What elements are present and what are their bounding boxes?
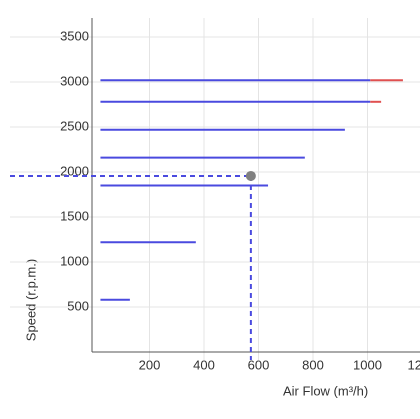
operating-point — [245, 170, 256, 181]
y-tick-label: 2500 — [60, 118, 89, 133]
x-tick-label: 800 — [302, 357, 324, 372]
x-tick-label: 600 — [248, 357, 270, 372]
x-axis-label: Air Flow (m³/h) — [283, 383, 368, 398]
y-tick-label: 1500 — [60, 208, 89, 223]
x-tick-label: 1000 — [353, 357, 382, 372]
x-tick-label: 1200 — [408, 357, 420, 372]
x-tick-label: 200 — [139, 357, 161, 372]
y-tick-label: 3000 — [60, 73, 89, 88]
y-axis-label: Speed (r.p.m.) — [23, 259, 38, 341]
y-tick-label: 2000 — [60, 163, 89, 178]
x-tick-label: 400 — [193, 357, 215, 372]
y-tick-label: 500 — [67, 298, 89, 313]
y-tick-label: 1000 — [60, 253, 89, 268]
y-tick-label: 3500 — [60, 28, 89, 43]
